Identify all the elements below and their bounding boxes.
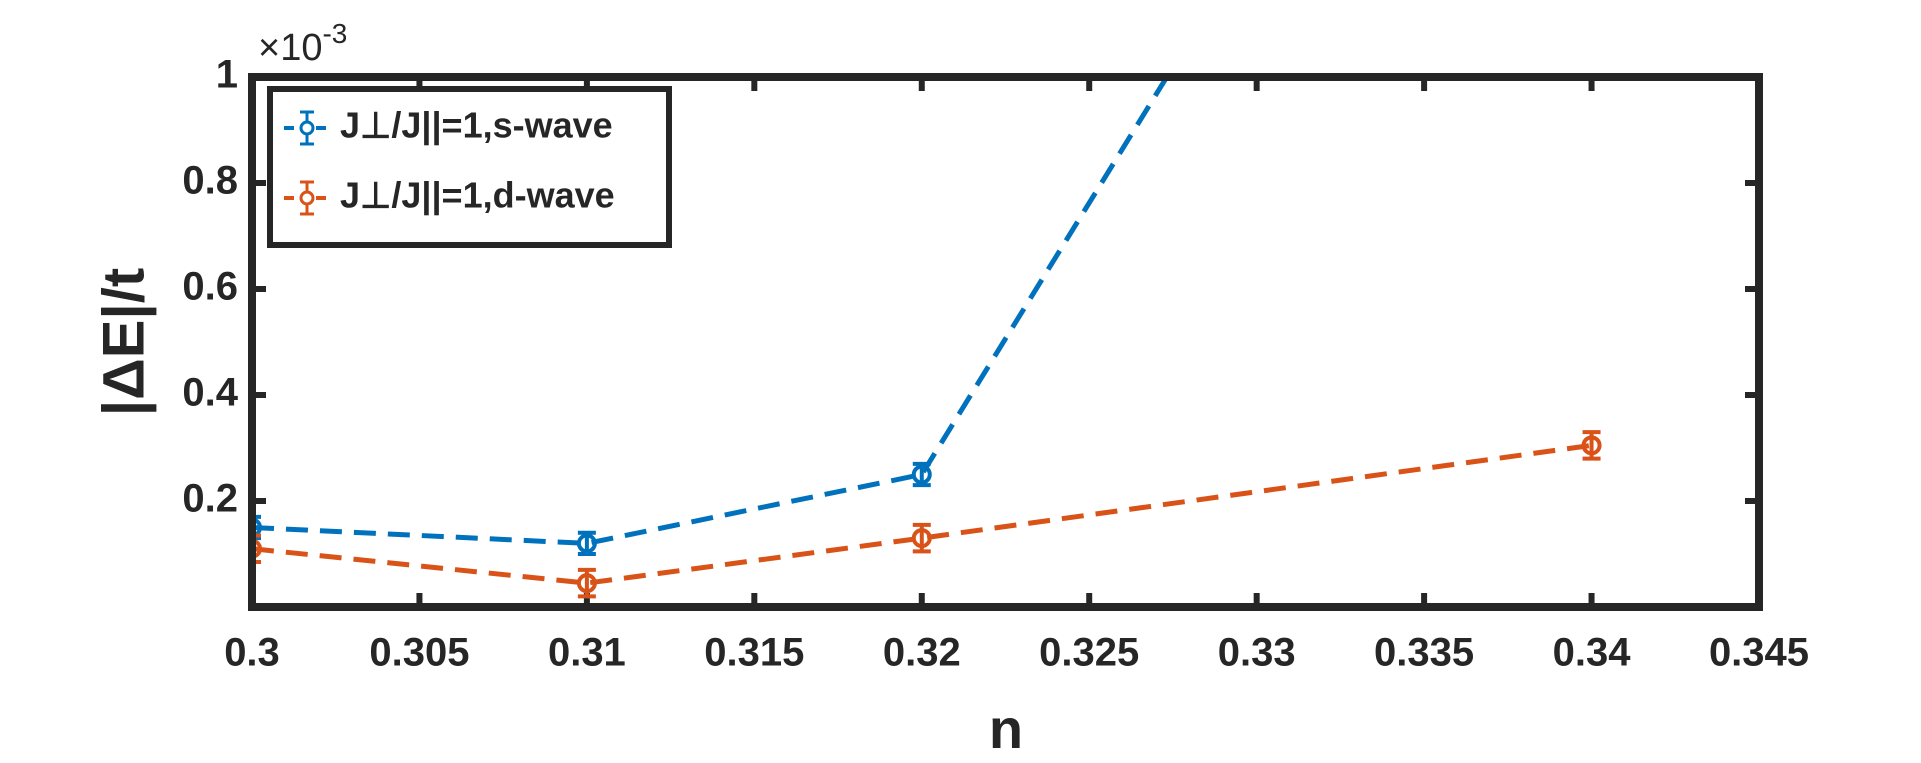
legend-marker xyxy=(299,190,315,206)
x-tick-label: 0.31 xyxy=(548,631,626,675)
y-tick-label: 0.2 xyxy=(182,477,238,521)
x-tick-label: 0.305 xyxy=(369,631,469,675)
data-point xyxy=(576,533,597,554)
x-tick-label: 0.34 xyxy=(1553,631,1632,675)
multiplier-base: ×10 xyxy=(258,27,322,69)
x-tick-label: 0.3 xyxy=(224,631,280,675)
data-point xyxy=(911,528,932,549)
y-axis-label: |ΔE|/t xyxy=(91,268,156,416)
legend-label: J⊥/J||=1,s-wave xyxy=(340,105,613,147)
data-point xyxy=(252,517,262,538)
legend: J⊥/J||=1,s-wave J⊥/J||=1,d-wave xyxy=(267,86,672,248)
x-tick-label: 0.32 xyxy=(883,631,961,675)
error-bar xyxy=(252,514,261,541)
y-tick-label: 0.6 xyxy=(182,265,238,309)
axes-box xyxy=(248,73,1763,611)
x-tick-label: 0.335 xyxy=(1374,631,1474,675)
x-axis-label: n xyxy=(989,697,1023,760)
y-tick-label: 0.4 xyxy=(182,371,238,415)
y-multiplier: ×10-3 xyxy=(258,18,347,69)
data-point xyxy=(576,573,597,594)
error-bar xyxy=(252,533,261,564)
data-point xyxy=(911,464,932,485)
data-point xyxy=(252,538,262,559)
data-point xyxy=(1581,435,1602,456)
y-tick-label: 0.8 xyxy=(182,159,238,203)
x-tick-label: 0.325 xyxy=(1039,631,1139,675)
x-tick-label: 0.345 xyxy=(1709,631,1809,675)
multiplier-exponent: -3 xyxy=(322,18,347,49)
y-tick-label: 1 xyxy=(216,53,238,97)
legend-label: J⊥/J||=1,d-wave xyxy=(340,175,615,217)
x-tick-label: 0.315 xyxy=(704,631,804,675)
plot-area xyxy=(252,77,1602,599)
legend-marker xyxy=(299,120,315,136)
x-tick-label: 0.33 xyxy=(1218,631,1296,675)
legend-box xyxy=(267,86,672,248)
